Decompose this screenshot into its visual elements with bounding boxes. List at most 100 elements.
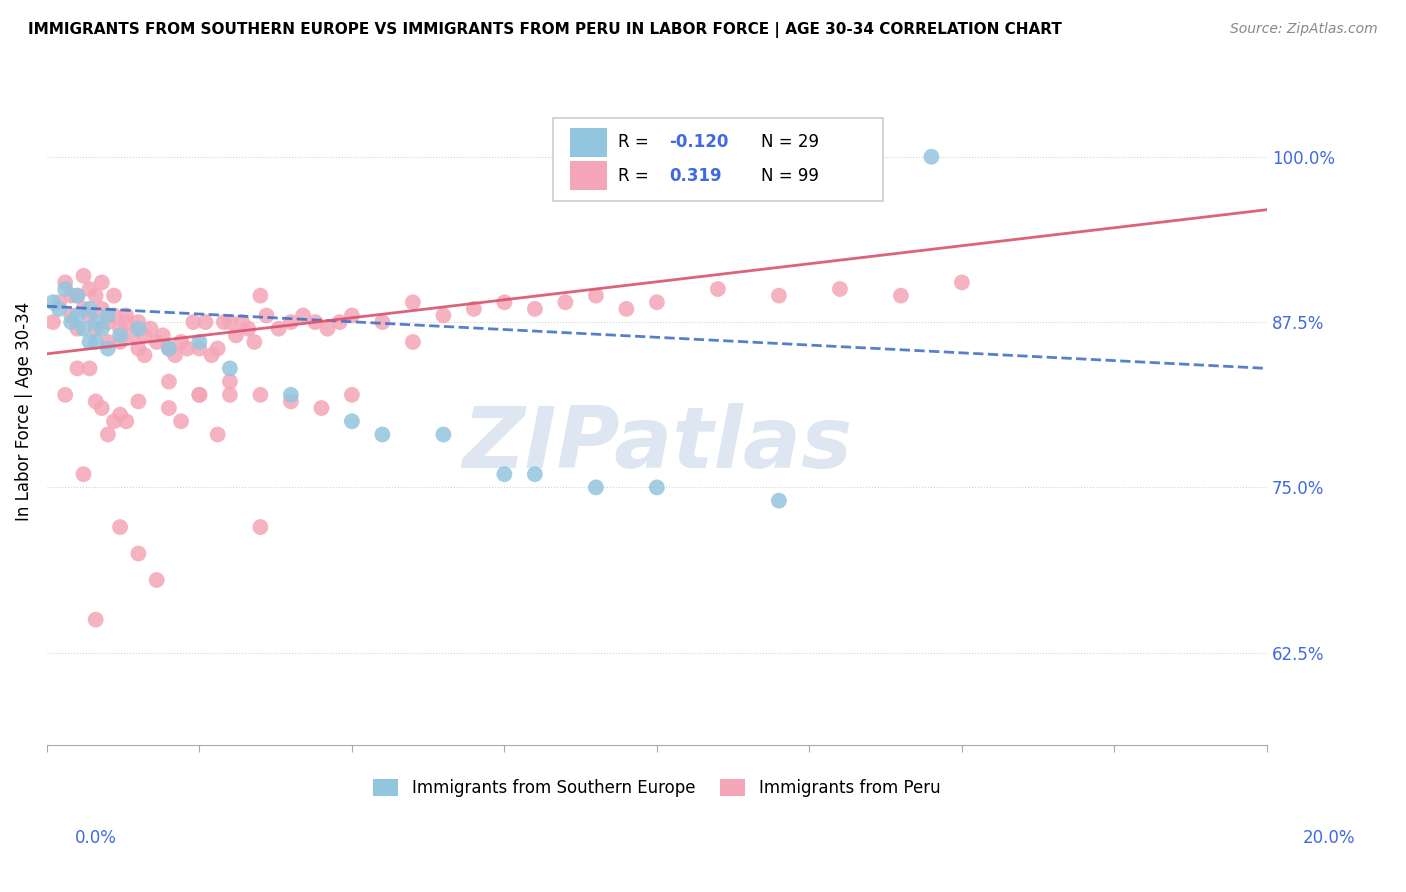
Point xyxy=(79,361,101,376)
Point xyxy=(157,401,180,415)
Point xyxy=(72,322,94,336)
Point xyxy=(42,295,65,310)
Point xyxy=(134,348,156,362)
Point xyxy=(316,322,339,336)
FancyBboxPatch shape xyxy=(571,128,607,157)
Point xyxy=(828,282,851,296)
Point xyxy=(950,276,973,290)
Point xyxy=(108,328,131,343)
Point xyxy=(79,301,101,316)
Point xyxy=(280,315,302,329)
Point xyxy=(84,315,107,329)
Point xyxy=(194,315,217,329)
Point xyxy=(48,295,70,310)
Point xyxy=(127,315,149,329)
Point xyxy=(90,401,112,415)
Point xyxy=(72,467,94,482)
Point xyxy=(707,282,730,296)
Point xyxy=(90,322,112,336)
Point xyxy=(97,334,120,349)
Point xyxy=(340,414,363,428)
Text: 0.319: 0.319 xyxy=(669,167,721,185)
Y-axis label: In Labor Force | Age 30-34: In Labor Force | Age 30-34 xyxy=(15,301,32,521)
Point xyxy=(115,315,138,329)
Point xyxy=(256,309,278,323)
Point xyxy=(768,493,790,508)
Text: ZIPatlas: ZIPatlas xyxy=(461,403,852,486)
Point xyxy=(97,427,120,442)
Point xyxy=(152,328,174,343)
Point xyxy=(84,334,107,349)
Point xyxy=(585,480,607,494)
Text: R =: R = xyxy=(617,167,654,185)
Point xyxy=(292,309,315,323)
Point xyxy=(280,394,302,409)
Point xyxy=(84,394,107,409)
Point xyxy=(115,414,138,428)
Text: IMMIGRANTS FROM SOUTHERN EUROPE VS IMMIGRANTS FROM PERU IN LABOR FORCE | AGE 30-: IMMIGRANTS FROM SOUTHERN EUROPE VS IMMIG… xyxy=(28,22,1062,38)
Text: -0.120: -0.120 xyxy=(669,133,728,152)
Point xyxy=(90,276,112,290)
Point xyxy=(280,388,302,402)
Point xyxy=(554,295,576,310)
Point xyxy=(108,408,131,422)
Point xyxy=(163,348,186,362)
Point xyxy=(134,328,156,343)
Point xyxy=(79,334,101,349)
Point xyxy=(176,342,198,356)
Point xyxy=(402,295,425,310)
Point xyxy=(231,315,253,329)
Point xyxy=(60,288,83,302)
Point xyxy=(238,322,260,336)
Point xyxy=(157,342,180,356)
Point xyxy=(84,322,107,336)
Point xyxy=(585,288,607,302)
Text: N = 29: N = 29 xyxy=(761,133,818,152)
Point xyxy=(72,268,94,283)
Point xyxy=(432,309,454,323)
Point xyxy=(79,282,101,296)
Point xyxy=(157,342,180,356)
Point xyxy=(371,427,394,442)
Point xyxy=(340,388,363,402)
Point xyxy=(212,315,235,329)
Point xyxy=(170,334,193,349)
Point xyxy=(108,520,131,534)
Point xyxy=(267,322,290,336)
Text: 0.0%: 0.0% xyxy=(75,830,117,847)
Point xyxy=(188,334,211,349)
Point xyxy=(108,322,131,336)
Point xyxy=(157,375,180,389)
Point xyxy=(616,301,638,316)
Point xyxy=(139,322,162,336)
Point xyxy=(402,334,425,349)
Legend: Immigrants from Southern Europe, Immigrants from Peru: Immigrants from Southern Europe, Immigra… xyxy=(367,772,948,804)
Point xyxy=(121,328,143,343)
Point xyxy=(523,301,546,316)
Point xyxy=(311,401,333,415)
FancyBboxPatch shape xyxy=(571,161,607,190)
Point xyxy=(115,309,138,323)
Point xyxy=(340,309,363,323)
Point xyxy=(243,334,266,349)
Point xyxy=(97,315,120,329)
Point xyxy=(188,388,211,402)
Point xyxy=(48,301,70,316)
Point xyxy=(523,467,546,482)
Point xyxy=(72,301,94,316)
Point xyxy=(60,309,83,323)
Point xyxy=(645,480,668,494)
Point xyxy=(103,414,125,428)
Point xyxy=(249,520,271,534)
Point xyxy=(79,309,101,323)
Point xyxy=(97,342,120,356)
Point xyxy=(494,467,516,482)
Point xyxy=(170,414,193,428)
Point xyxy=(219,388,242,402)
Point xyxy=(60,315,83,329)
Point xyxy=(329,315,352,329)
Point xyxy=(84,288,107,302)
Text: R =: R = xyxy=(617,133,654,152)
Point xyxy=(145,573,167,587)
Point xyxy=(53,388,76,402)
